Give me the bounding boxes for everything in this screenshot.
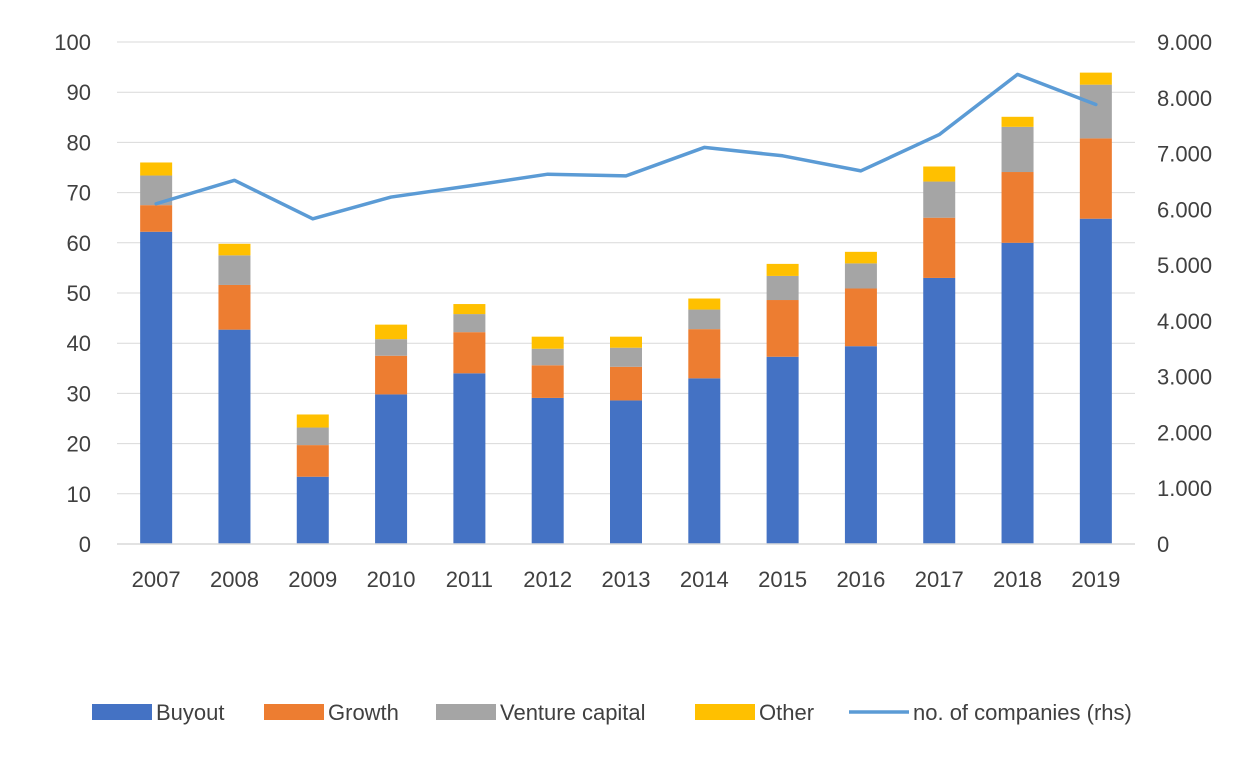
bar-growth-2011 [453, 332, 485, 373]
bar-buyout-2011 [453, 373, 485, 544]
bar-other-2011 [453, 304, 485, 314]
x-tick-label: 2012 [523, 567, 572, 592]
bar-venture-capital-2012 [532, 349, 564, 366]
x-tick-label: 2018 [993, 567, 1042, 592]
bar-buyout-2014 [688, 378, 720, 544]
bar-venture-capital-2013 [610, 348, 642, 367]
legend-buyout-swatch [92, 704, 152, 720]
x-tick-label: 2010 [367, 567, 416, 592]
y-right-tick-label: 8.000 [1157, 86, 1212, 111]
bar-buyout-2009 [297, 477, 329, 544]
bar-other-2012 [532, 337, 564, 349]
bar-other-2013 [610, 337, 642, 348]
bar-growth-2019 [1080, 138, 1112, 218]
bar-other-2008 [218, 244, 250, 256]
y-left-tick-label: 100 [54, 30, 91, 55]
x-tick-label: 2016 [836, 567, 885, 592]
bar-venture-capital-2017 [923, 182, 955, 218]
x-tick-label: 2017 [915, 567, 964, 592]
bar-venture-capital-2009 [297, 428, 329, 446]
bar-other-2007 [140, 162, 172, 175]
y-left-tick-label: 20 [67, 432, 91, 457]
y-right-tick-label: 2.000 [1157, 420, 1212, 445]
y-left-tick-label: 30 [67, 381, 91, 406]
bar-buyout-2016 [845, 346, 877, 544]
legend-growth-label: Growth [328, 700, 399, 725]
y-left-tick-label: 70 [67, 181, 91, 206]
bar-other-2017 [923, 166, 955, 181]
legend-other-label: Other [759, 700, 814, 725]
bar-other-2016 [845, 252, 877, 264]
x-tick-label: 2009 [288, 567, 337, 592]
bar-growth-2012 [532, 365, 564, 398]
bar-venture-capital-2018 [1002, 127, 1034, 172]
y-left-tick-label: 80 [67, 130, 91, 155]
y-right-tick-label: 3.000 [1157, 365, 1212, 390]
bar-buyout-2017 [923, 278, 955, 544]
bar-buyout-2010 [375, 394, 407, 544]
bar-growth-2009 [297, 445, 329, 477]
bar-other-2018 [1002, 117, 1034, 127]
bar-buyout-2007 [140, 232, 172, 544]
legend-growth-swatch [264, 704, 324, 720]
bar-growth-2018 [1002, 172, 1034, 243]
y-left-tick-label: 90 [67, 80, 91, 105]
bar-venture-capital-2011 [453, 314, 485, 332]
y-left-tick-label: 10 [67, 482, 91, 507]
bar-growth-2008 [218, 285, 250, 330]
bar-growth-2014 [688, 329, 720, 378]
y-right-tick-label: 6.000 [1157, 197, 1212, 222]
y-left-tick-label: 40 [67, 331, 91, 356]
y-right-tick-label: 5.000 [1157, 253, 1212, 278]
y-right-tick-label: 0 [1157, 532, 1169, 557]
bar-other-2009 [297, 414, 329, 427]
bar-growth-2016 [845, 288, 877, 346]
bar-other-2010 [375, 325, 407, 340]
bar-growth-2017 [923, 218, 955, 278]
legend-venture-capital-swatch [436, 704, 496, 720]
y-left-tick-label: 0 [79, 532, 91, 557]
x-tick-label: 2013 [602, 567, 651, 592]
bar-venture-capital-2015 [767, 276, 799, 300]
bar-buyout-2019 [1080, 219, 1112, 544]
bar-venture-capital-2014 [688, 310, 720, 330]
legend-other-swatch [695, 704, 755, 720]
legend: Buyout Growth Venture capital Other no. of c… [92, 700, 1132, 725]
y-left-tick-label: 60 [67, 231, 91, 256]
bar-venture-capital-2010 [375, 339, 407, 356]
x-tick-label: 2011 [446, 567, 493, 592]
y-right-tick-label: 1.000 [1157, 476, 1212, 501]
bar-buyout-2012 [532, 398, 564, 544]
bar-other-2015 [767, 264, 799, 276]
y-right-tick-label: 9.000 [1157, 30, 1212, 55]
x-tick-label: 2008 [210, 567, 259, 592]
legend-no-of-companies-label: no. of companies (rhs) [913, 700, 1132, 725]
x-tick-label: 2015 [758, 567, 807, 592]
bars [140, 73, 1112, 544]
legend-buyout-label: Buyout [156, 700, 225, 725]
bar-buyout-2015 [767, 357, 799, 544]
bar-growth-2015 [767, 300, 799, 357]
y-right-tick-label: 4.000 [1157, 309, 1212, 334]
y-left-tick-label: 50 [67, 281, 91, 306]
bar-venture-capital-2019 [1080, 85, 1112, 139]
bar-growth-2010 [375, 356, 407, 395]
bar-buyout-2008 [218, 330, 250, 544]
x-tick-label: 2007 [132, 567, 181, 592]
bar-other-2019 [1080, 73, 1112, 85]
bar-growth-2007 [140, 205, 172, 232]
bar-buyout-2013 [610, 400, 642, 544]
x-tick-label: 2019 [1071, 567, 1120, 592]
legend-venture-capital-label: Venture capital [500, 700, 646, 725]
bar-buyout-2018 [1002, 243, 1034, 544]
bar-venture-capital-2008 [218, 255, 250, 285]
x-tick-label: 2014 [680, 567, 729, 592]
bar-venture-capital-2016 [845, 263, 877, 288]
y-right-tick-label: 7.000 [1157, 142, 1212, 167]
bar-other-2014 [688, 299, 720, 310]
bar-growth-2013 [610, 367, 642, 401]
